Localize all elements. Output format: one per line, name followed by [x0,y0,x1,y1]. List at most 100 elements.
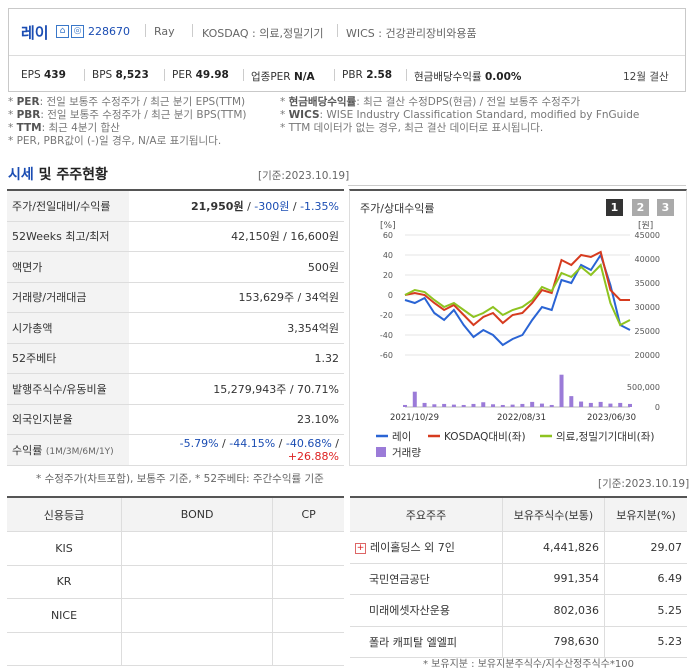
right-tick-label: 25000 [635,327,660,336]
cell [7,632,122,666]
divider [84,69,85,81]
volume-bar [579,401,584,407]
table-row: 52주베타 1.32 [7,343,344,374]
left-tick-label: 40 [383,251,393,260]
cell [120,598,273,633]
table-row [7,632,344,666]
ir-icon[interactable]: ◎ [71,25,84,38]
holder-pct: 5.23 [604,626,687,658]
english-name: Ray [154,25,175,38]
table-header-row: 신용등급 BOND CP [7,497,344,532]
volume-bar [628,403,632,407]
legend-label: 의료,정밀기기대비(좌) [556,431,654,443]
volume-bar [569,396,574,407]
volume-bar [588,402,593,407]
price-value: 21,950원 / -300원 / -1.35% [129,190,344,222]
volume-bar [608,403,613,407]
holder-pct: 5.25 [604,594,687,627]
table-row: 발행주식수/유동비율 15,279,943주 / 70.71% [7,373,344,405]
table-row: + 레이홀딩스 외 7인 4,441,826 29.07 [350,531,687,564]
x-tick-label: 2021/10/29 [390,413,439,423]
cell: NICE [7,598,122,633]
note-ttm: * TTM: 최근 4분기 합산 [8,122,120,134]
series-line [404,250,630,327]
market-sector: KOSDAQ : 의료,정밀기기 [202,27,324,40]
company-header: 레이 ⌂ ◎ 228670 Ray KOSDAQ : 의료,정밀기기 WICS … [8,8,686,92]
row-value: 23.10% [129,404,344,435]
table-row: 거래량/거래대금 153,629주 / 34억원 [7,282,344,313]
table-row: 52Weeks 최고/최저 42,150원 / 16,600원 [7,221,344,252]
market-date: [기준:2023.10.19] [258,170,350,182]
holder-name: 미래에셋자산운용 [350,594,503,627]
x-tick-label: 2022/08/31 [497,413,546,423]
row-value: 3,354억원 [129,312,344,344]
row-value: 15,279,943주 / 70.71% [129,373,344,405]
cell [272,598,344,633]
table-row: KR [7,565,344,599]
right-tick-label: 35000 [635,279,660,288]
divider [334,69,335,81]
row-label: 52Weeks 최고/최저 [7,221,129,252]
table-row: NICE [7,598,344,633]
cell [120,565,273,599]
holder-pct: 29.07 [604,531,687,564]
legend-label: 레이 [392,431,411,443]
holder-name[interactable]: + 레이홀딩스 외 7인 [350,531,503,564]
notes-left: * PER: 전일 보통주 수정주가 / 최근 분기 EPS(TTM) * PB… [8,96,247,148]
series-line [404,263,631,327]
company-name[interactable]: 레이 [21,24,49,42]
table-header-row: 주요주주 보유주식수(보통) 보유지분(%) [350,497,687,532]
fiscal-month: 12월 결산 [623,71,669,83]
chart-panel: 주가/상대수익률 1 2 3 [%] [원] 60 40 20 0 -20 -40 -60 450… [349,189,687,466]
holder-shares: 798,630 [502,626,605,658]
volume-bar [520,403,525,407]
volume-bar [500,404,505,407]
note-ttm-missing: * TTM 데이터가 없는 경우, 최근 결산 데이터로 표시됩니다. [280,122,544,134]
col-header: BOND [120,497,273,532]
expand-icon[interactable]: + [355,542,366,554]
table-row: 수익률 (1M/3M/6M/1Y) -5.79% / -44.15% / -40… [7,434,344,466]
divider [406,69,407,81]
volume-tick-label: 0 [655,403,660,412]
row-value: 1.32 [129,343,344,374]
divider [337,24,338,37]
row-label: 주가/전일대비/수익률 [7,190,129,222]
metric-per: PER 49.98 [172,69,229,81]
cell [272,632,344,666]
left-tick-label: 20 [383,271,393,280]
right-tick-label: 20000 [635,351,660,360]
home-icon[interactable]: ⌂ [56,25,69,38]
left-axis-unit: [%] [380,221,396,231]
row-label: 발행주식수/유동비율 [7,373,129,405]
credit-table: 신용등급 BOND CP KIS KR NICE [7,496,344,666]
holder-shares: 802,036 [502,594,605,627]
company-title-row: 레이 ⌂ ◎ 228670 Ray KOSDAQ : 의료,정밀기기 WICS … [9,9,685,56]
col-header: 보유주식수(보통) [502,497,605,532]
chart-page-3[interactable]: 3 [657,199,674,216]
metric-pbr: PBR 2.58 [342,69,393,81]
row-label: 액면가 [7,251,129,283]
volume-bar [471,403,476,407]
chart-page-1[interactable]: 1 [606,199,623,216]
note-per: * PER: 전일 보통주 수정주가 / 최근 분기 EPS(TTM) [8,96,246,108]
right-tick-label: 45000 [635,231,660,240]
row-value: 42,150원 / 16,600원 [129,221,344,252]
volume-bar [491,404,496,407]
table-row: 폴라 캐피탈 엘엘피 798,630 5.23 [350,626,687,658]
row-label: 수익률 (1M/3M/6M/1Y) [7,434,129,466]
divider [164,69,165,81]
market-section-title: 시세 및 주주현황 [8,167,108,183]
company-code: 228670 [88,25,130,38]
volume-bar [422,402,427,407]
note-negative: * PER, PBR값이 (-)일 경우, N/A로 표기됩니다. [8,135,222,147]
col-header: 신용등급 [7,497,122,532]
volume-bar [510,404,515,407]
legend-label: 거래량 [392,447,421,459]
volume-bar [539,403,544,407]
chart-page-2[interactable]: 2 [632,199,649,216]
divider [192,24,193,37]
holder-name: 폴라 캐피탈 엘엘피 [350,626,503,658]
table-row: KIS [7,531,344,566]
row-value: 500원 [129,251,344,283]
holders-footnote: * 보유지분 : 보유지분주식수/지수산정주식수*100 [423,659,634,670]
